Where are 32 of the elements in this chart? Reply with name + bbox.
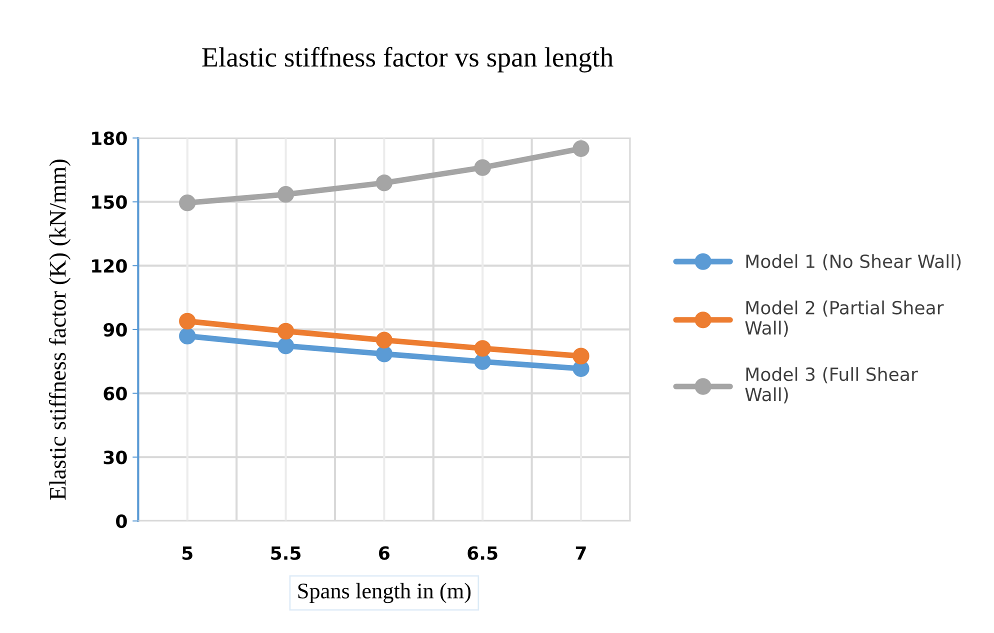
point [179,328,196,344]
point [277,186,294,203]
chart-title: Elastic stiffness factor vs span length [202,46,614,72]
x-axis-title: Spans length in (m) [298,582,471,604]
x-tick-label: 5.5 [271,546,301,560]
x-tick-label: 6 [379,546,390,560]
point [179,312,196,330]
y-tick-label: 90 [104,322,127,337]
point [474,353,491,370]
x-tick-label: 6.5 [468,546,498,560]
legend-label: Model 2 (Partial Shear Wall) [745,300,944,337]
y-axis-title: Elastic stiffness factor (K) (kN/mm) [48,160,71,500]
y-tick-label: 120 [92,259,127,273]
x-tick-label: 5 [182,546,192,560]
point [376,346,393,362]
y-tick-label: 180 [92,131,127,146]
y-tick-label: 30 [104,450,127,464]
point [572,348,590,364]
legend-label: Model 3 (Full Shear Wall) [745,367,918,404]
y-tick-label: 150 [92,195,127,209]
point [277,338,294,354]
legend-label: Model 1 (No Shear Wall) [746,254,961,270]
y-tick-label: 0 [116,514,127,528]
point [179,194,196,212]
point [376,332,393,348]
point [376,174,393,192]
point [474,340,491,357]
y-tick-label: 60 [104,386,127,400]
point [277,322,294,340]
x-tick-label: 7 [576,546,586,560]
point [572,140,590,157]
point [474,159,491,176]
